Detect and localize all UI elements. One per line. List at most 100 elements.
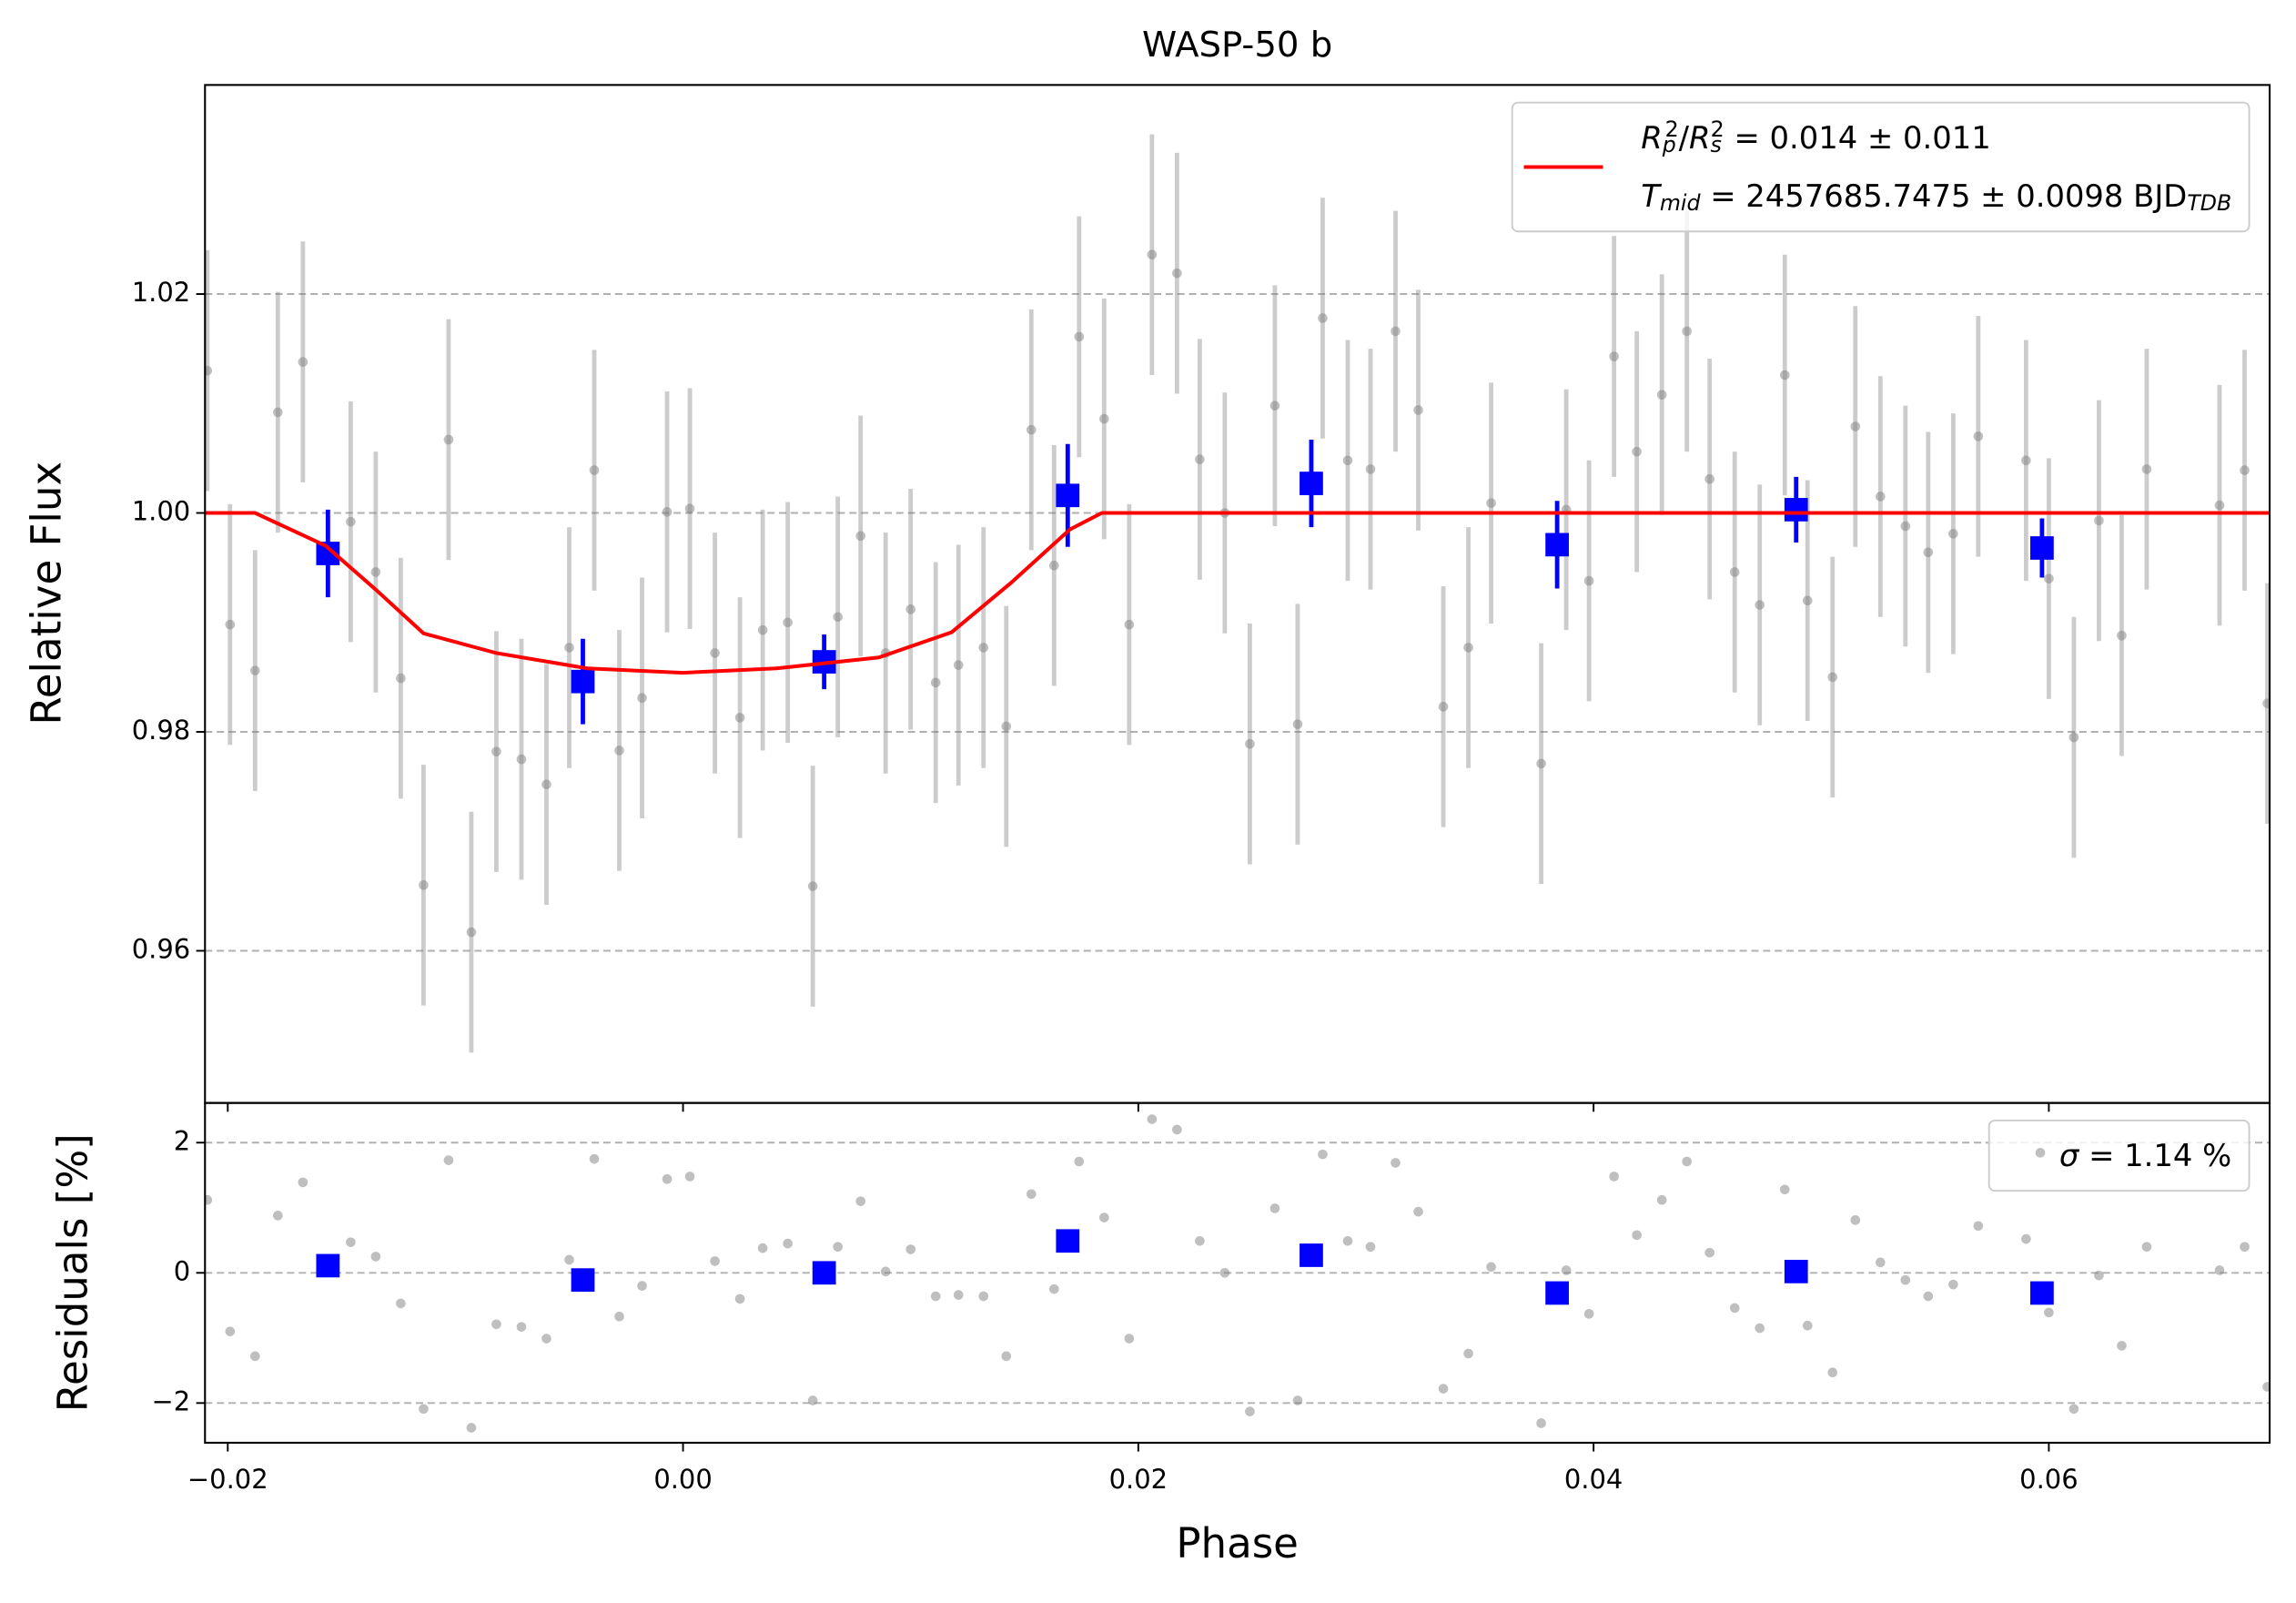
x-tick-label: 0.06	[2019, 1464, 2078, 1495]
legend-swatch	[2035, 1148, 2046, 1158]
data-point	[614, 746, 624, 756]
y-tick-label: 1.02	[132, 277, 190, 308]
data-point	[1245, 738, 1255, 749]
data-point	[1463, 1348, 1473, 1359]
data-point	[2044, 573, 2054, 583]
data-point	[2240, 465, 2250, 475]
binned-point	[2030, 1281, 2054, 1305]
data-point	[684, 1172, 695, 1182]
data-point	[1583, 575, 1594, 586]
data-point	[807, 1395, 818, 1405]
data-point	[1632, 446, 1642, 457]
data-point	[1827, 672, 1838, 683]
data-point	[1948, 1279, 1958, 1290]
data-point	[684, 503, 695, 514]
data-point	[637, 1281, 647, 1291]
binned-point	[1056, 1229, 1080, 1253]
data-point	[1802, 595, 1813, 606]
data-point	[637, 693, 647, 704]
legend-text-part: T	[1641, 178, 1662, 214]
legend-text-part: R	[1689, 119, 1710, 155]
data-point	[2262, 1382, 2271, 1392]
data-point	[953, 1290, 964, 1300]
data-point	[757, 624, 768, 635]
data-point	[1704, 1247, 1715, 1258]
data-point	[2021, 455, 2031, 466]
plot-area	[205, 1114, 2271, 1433]
x-tick-label: 0.00	[653, 1464, 712, 1495]
data-point	[880, 1266, 891, 1277]
data-point	[1413, 1206, 1423, 1217]
data-point	[1147, 249, 1158, 260]
legend-label: Rp2/Rs2 = 0.014 ± 0.011	[1641, 117, 1990, 157]
binned-point	[812, 1261, 836, 1285]
data-point	[905, 1244, 916, 1254]
legend-text-part: TDB	[2187, 190, 2231, 216]
data-point	[1219, 1267, 1230, 1278]
y-tick-label: −2	[151, 1385, 190, 1416]
data-point	[1536, 758, 1546, 769]
data-point	[1583, 1309, 1594, 1319]
legend-label: Tmid = 2457685.7475 ± 0.0098 BJDTDB	[1641, 178, 2231, 216]
data-point	[1026, 424, 1037, 435]
data-point	[1124, 619, 1135, 630]
data-point	[516, 1322, 527, 1332]
data-point	[855, 531, 865, 542]
data-point	[491, 1319, 501, 1330]
data-point	[930, 1291, 941, 1302]
data-point	[2262, 698, 2271, 709]
data-point	[1391, 326, 1401, 337]
model-line	[205, 511, 2271, 675]
data-point	[757, 1243, 768, 1253]
data-point	[1973, 431, 1984, 441]
data-point	[396, 1298, 406, 1309]
binned-point	[1300, 1243, 1323, 1267]
data-point	[1269, 1203, 1280, 1213]
data-point	[905, 604, 916, 614]
data-point	[1923, 1291, 1934, 1302]
binned-point	[316, 1253, 340, 1278]
data-point	[205, 1194, 213, 1205]
data-point	[710, 648, 720, 658]
y-tick-label: 0	[174, 1255, 190, 1286]
binned-point	[1056, 483, 1080, 508]
binned-point	[571, 669, 595, 694]
data-point	[1172, 1124, 1182, 1135]
data-point	[2214, 1265, 2225, 1275]
y-tick-label: 1.00	[132, 496, 190, 527]
data-point	[1292, 1395, 1303, 1405]
data-point	[1463, 643, 1473, 653]
data-point	[1609, 1172, 1619, 1182]
data-point	[2141, 1242, 2152, 1252]
data-point	[1704, 473, 1715, 484]
data-point	[978, 643, 989, 653]
legend-text-part: /	[1679, 119, 1690, 155]
legend-text-part: = 0.014 ± 0.011	[1725, 119, 1991, 155]
y-tick-label: 0.96	[132, 934, 190, 965]
x-tick-label: 0.02	[1109, 1464, 1168, 1495]
y-axis-label: Relative Flux	[23, 462, 71, 725]
legend-text-part: = 1.14 %	[2079, 1138, 2231, 1173]
data-point	[589, 465, 600, 475]
legend-box	[1988, 1119, 2250, 1192]
legend-text-part: 2	[1665, 117, 1679, 142]
binned-point	[1784, 1259, 1808, 1283]
data-point	[1074, 331, 1085, 342]
data-point	[1318, 313, 1328, 323]
data-point	[370, 567, 381, 577]
data-point	[225, 619, 236, 630]
data-point	[1779, 370, 1790, 380]
data-point	[2117, 630, 2127, 641]
data-point	[1900, 521, 1911, 532]
data-point	[443, 1155, 454, 1165]
data-point	[833, 612, 843, 623]
data-point	[614, 1311, 624, 1322]
data-point	[298, 357, 308, 367]
legend-text-part: R	[1641, 119, 1662, 155]
x-tick-label: 0.04	[1564, 1464, 1623, 1495]
data-point	[1923, 547, 1934, 558]
data-point	[1850, 421, 1861, 431]
data-point	[2117, 1341, 2127, 1351]
